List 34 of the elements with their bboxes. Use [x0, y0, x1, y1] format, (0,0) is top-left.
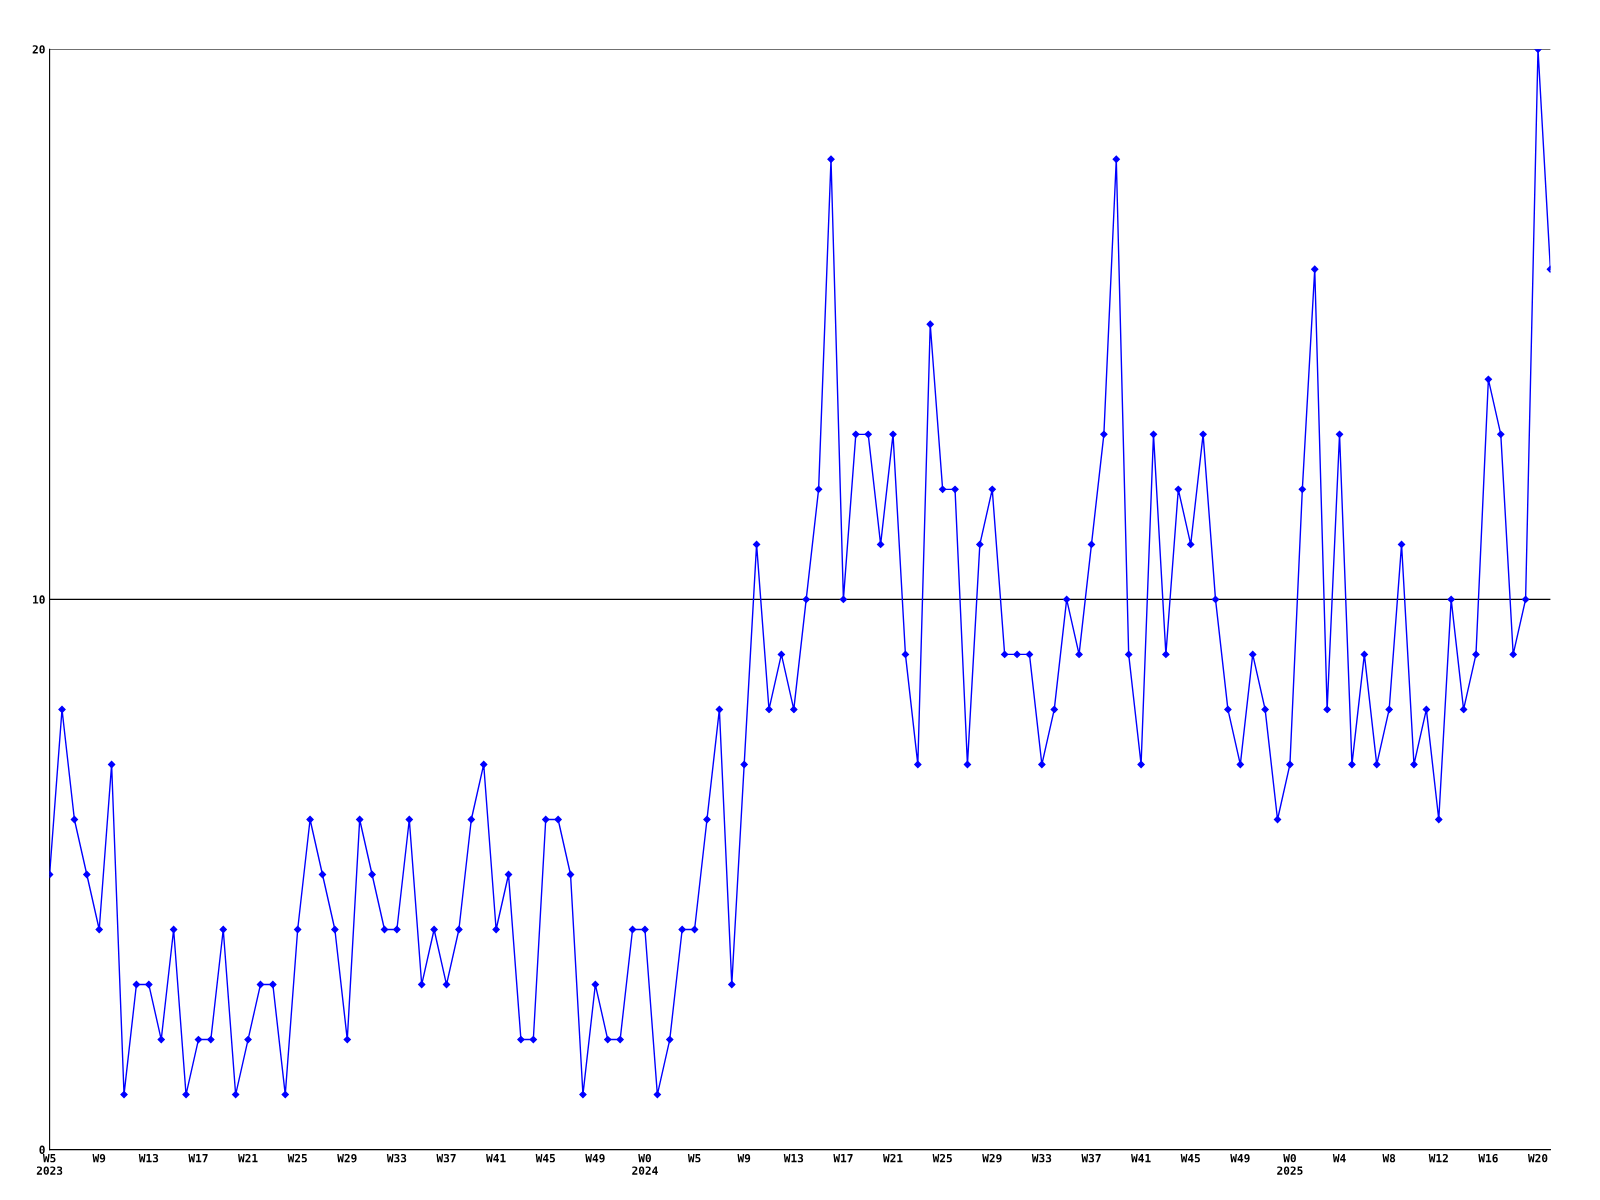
x-tick-label: W16 — [1478, 1153, 1498, 1163]
x-tick-label: W37 — [1081, 1153, 1101, 1163]
y-tick-label: 0 — [39, 1145, 45, 1154]
x-tick-label: W33 — [386, 1153, 407, 1163]
x-tick-label: W41 — [1131, 1154, 1151, 1163]
x-tick-label: W49 — [585, 1154, 605, 1163]
x-tick-label: W29 — [337, 1153, 357, 1163]
x-tick-label: W8 — [1382, 1153, 1396, 1163]
x-tick-label: W13 — [783, 1153, 804, 1163]
y-tick-label: 20 — [32, 45, 45, 54]
y-tick-label: 10 — [33, 595, 45, 604]
x-tick-label: W0 2025 — [1277, 1153, 1303, 1175]
x-tick-label: W41 — [486, 1154, 506, 1163]
x-tick-label: W45 — [535, 1154, 556, 1163]
x-tick-label: W12 — [1428, 1153, 1448, 1163]
x-tick-label: W37 — [436, 1153, 456, 1163]
x-tick-label: W13 — [138, 1153, 159, 1163]
x-tick-label: W17 — [188, 1154, 208, 1163]
x-tick-label: W21 — [238, 1153, 258, 1163]
x-tick-label: W20 — [1527, 1153, 1548, 1163]
x-tick-label: W45 — [1180, 1154, 1200, 1163]
x-tick-label: W5 — [687, 1154, 701, 1163]
x-tick-label: W9 — [737, 1154, 751, 1163]
x-tick-label: W9 — [92, 1154, 106, 1163]
x-tick-label: W25 — [932, 1153, 952, 1163]
x-tick-label: W29 — [982, 1153, 1002, 1163]
x-tick-label: W0 2024 — [632, 1153, 658, 1175]
x-tick-label: W21 — [882, 1153, 903, 1163]
x-tick-label: W33 — [1031, 1153, 1052, 1163]
x-tick-label: W5 2023 — [36, 1154, 63, 1175]
x-tick-label: W25 — [287, 1153, 307, 1163]
x-tick-label: W17 — [833, 1154, 853, 1163]
x-tick-label: W49 — [1230, 1154, 1250, 1163]
x-tick-label: W4 — [1332, 1154, 1346, 1163]
